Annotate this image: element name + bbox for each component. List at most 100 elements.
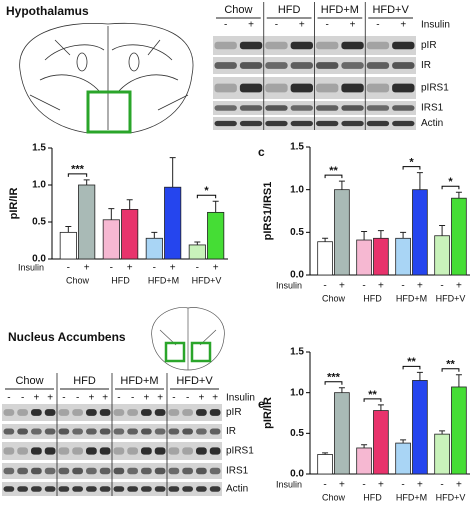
blot-row-label: IR bbox=[226, 426, 236, 437]
blot-row-label: IRS1 bbox=[226, 466, 249, 477]
insulin-sign: - bbox=[110, 263, 113, 274]
y-axis-label: pIRS1/IRS1 bbox=[262, 182, 274, 241]
blot-band bbox=[86, 486, 97, 492]
blot-band bbox=[127, 447, 138, 455]
bar bbox=[188, 244, 206, 260]
blot-group-label: HFD bbox=[278, 4, 301, 16]
y-tick-label: 1.5 bbox=[290, 347, 304, 358]
error-bar bbox=[212, 200, 219, 213]
insulin-sign: + bbox=[102, 393, 108, 404]
blot-band bbox=[3, 467, 15, 475]
error-bar bbox=[377, 404, 384, 411]
blot-band bbox=[265, 105, 288, 111]
insulin-sign: + bbox=[143, 393, 149, 404]
error-bar bbox=[322, 237, 329, 242]
panel-letter: e bbox=[258, 397, 265, 411]
y-tick-label: 0.5 bbox=[290, 227, 304, 238]
blot-band bbox=[58, 447, 70, 455]
blot-row-label: Actin bbox=[226, 484, 248, 495]
bar bbox=[145, 237, 163, 260]
blot-band bbox=[141, 447, 152, 455]
y-axis-label: pIR/IR bbox=[262, 397, 274, 429]
blot-band bbox=[17, 467, 28, 475]
y-tick-label: 0.0 bbox=[290, 270, 304, 281]
blot-band bbox=[127, 428, 138, 435]
insulin-sign: + bbox=[47, 393, 53, 404]
insulin-sign: - bbox=[401, 480, 404, 491]
insulin-sign: - bbox=[186, 393, 189, 404]
blot-band bbox=[196, 447, 207, 455]
blot-band bbox=[44, 467, 56, 475]
blot-band bbox=[86, 409, 97, 416]
blot-band bbox=[3, 428, 15, 435]
blot-group-label: HFD+M bbox=[321, 4, 359, 16]
blot-band bbox=[214, 41, 237, 50]
blot-band bbox=[196, 467, 207, 475]
y-tick-label: 1.0 bbox=[32, 180, 46, 191]
blot-band bbox=[72, 409, 83, 416]
blot-band bbox=[239, 62, 263, 69]
blot-band bbox=[113, 428, 125, 435]
blot-band bbox=[99, 486, 111, 492]
significance-bracket bbox=[441, 368, 460, 372]
blot-band bbox=[113, 467, 125, 475]
blot-row-label: pIRS1 bbox=[421, 83, 449, 94]
insulin-sign: + bbox=[212, 393, 218, 404]
blot-band bbox=[290, 41, 313, 50]
blot-band bbox=[154, 486, 166, 492]
blot-band bbox=[31, 428, 42, 435]
blot-band bbox=[214, 62, 237, 69]
bar bbox=[395, 442, 411, 475]
blot-band bbox=[341, 120, 364, 127]
insulin-sign: + bbox=[170, 263, 176, 274]
blot-band bbox=[154, 447, 166, 455]
blot-band bbox=[72, 467, 83, 475]
insulin-sign: - bbox=[131, 393, 134, 404]
blot-band bbox=[392, 120, 415, 127]
blot-band bbox=[392, 105, 415, 111]
blot-band bbox=[366, 83, 390, 93]
y-tick-label: 1.0 bbox=[290, 387, 304, 398]
bar bbox=[78, 184, 96, 260]
insulin-sign: - bbox=[67, 263, 70, 274]
bar bbox=[412, 380, 428, 475]
insulin-sign: + bbox=[456, 480, 462, 491]
x-tick-label: HFD+V bbox=[436, 492, 466, 502]
blot-band bbox=[58, 486, 70, 492]
x-tick-label: HFD bbox=[363, 492, 382, 502]
blot-band bbox=[113, 409, 125, 416]
insulin-sign: - bbox=[21, 393, 24, 404]
blot-band bbox=[265, 120, 288, 127]
significance-label: * bbox=[448, 176, 453, 188]
blot-band bbox=[99, 467, 111, 475]
significance-bracket bbox=[324, 381, 343, 385]
blot-band bbox=[341, 105, 364, 111]
blot-band bbox=[17, 409, 28, 416]
blot-band bbox=[392, 41, 415, 50]
blot-row-label: IR bbox=[421, 60, 431, 71]
blot-band bbox=[265, 41, 288, 50]
insulin-sign: - bbox=[117, 393, 120, 404]
blot-band bbox=[366, 41, 390, 50]
blot-band bbox=[168, 467, 180, 475]
blot-band bbox=[290, 83, 313, 93]
bar bbox=[334, 392, 350, 475]
error-bar bbox=[439, 430, 446, 435]
insulin-sign: + bbox=[378, 480, 384, 491]
blot-group-label: Chow bbox=[224, 4, 252, 16]
y-tick-label: 1.0 bbox=[290, 184, 304, 195]
blot-band bbox=[239, 105, 263, 111]
brain-diagram bbox=[19, 22, 194, 134]
insulin-sign: + bbox=[417, 281, 423, 292]
blot-band bbox=[99, 409, 111, 416]
blot-band bbox=[392, 62, 415, 69]
blot-band bbox=[31, 486, 42, 492]
blot-band bbox=[141, 467, 152, 475]
bar bbox=[434, 235, 450, 276]
blot-band bbox=[99, 447, 111, 455]
significance-label: * bbox=[409, 157, 414, 169]
significance-label: *** bbox=[327, 372, 341, 384]
blot-band bbox=[341, 83, 364, 93]
insulin-sign: - bbox=[196, 263, 199, 274]
x-tick-label: HFD bbox=[363, 293, 382, 303]
